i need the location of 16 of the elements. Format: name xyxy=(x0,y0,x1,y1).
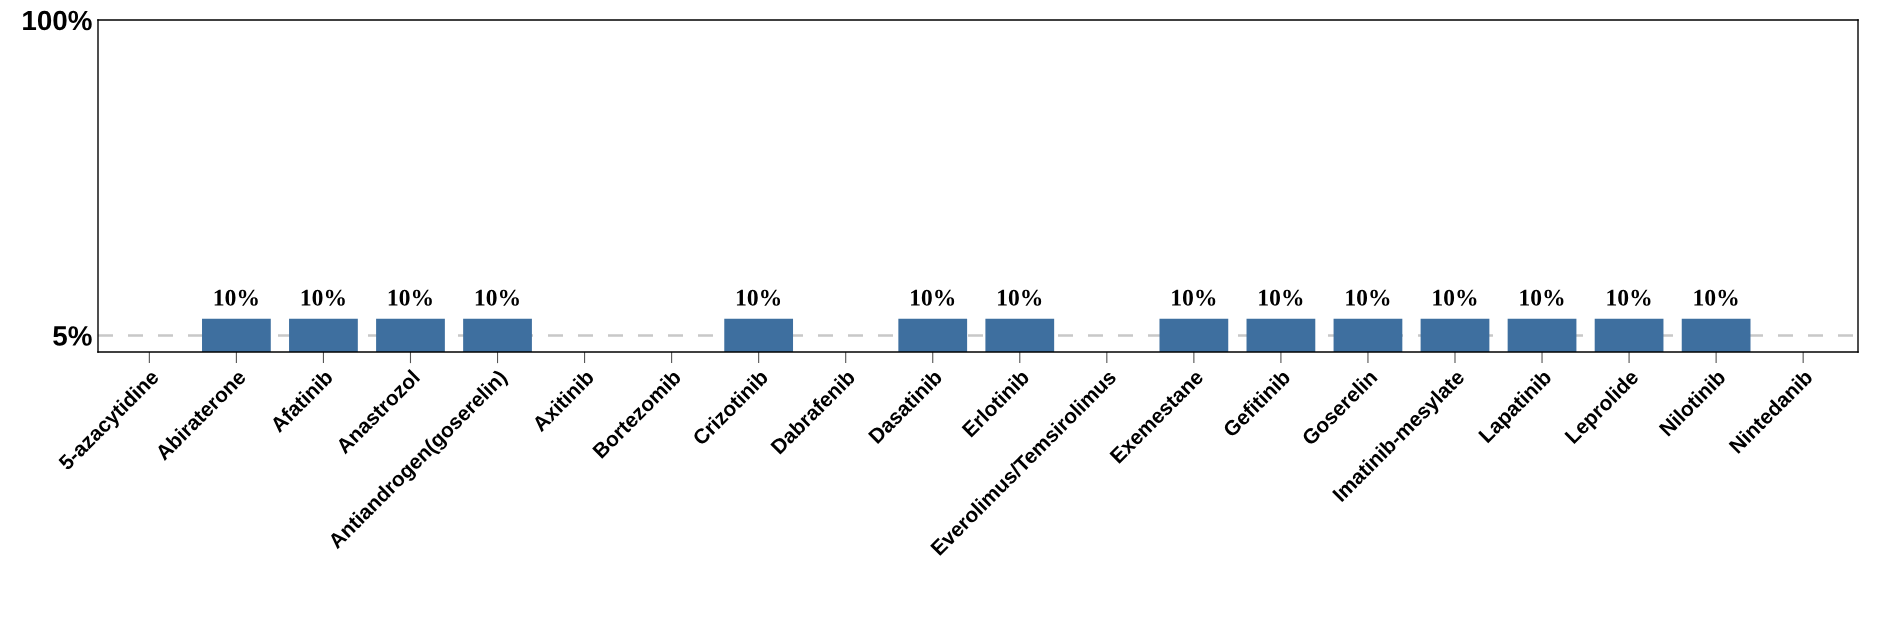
data-label: 10% xyxy=(475,289,519,306)
data-label: 10% xyxy=(1172,289,1216,306)
data-label: 10% xyxy=(1607,289,1651,306)
data-label: 10% xyxy=(1346,289,1390,306)
data-label: 10% xyxy=(998,289,1042,306)
y-tick-label: 5% xyxy=(53,326,92,346)
data-label: 10% xyxy=(1520,289,1564,306)
data-label: 10% xyxy=(1259,289,1303,306)
data-label: 10% xyxy=(1433,289,1477,306)
data-label: 10% xyxy=(214,289,258,306)
y-tick-label: 100% xyxy=(23,10,92,31)
data-label: 10% xyxy=(736,289,781,306)
data-label: 10% xyxy=(301,289,345,306)
data-label: 10% xyxy=(388,289,432,306)
data-label: 10% xyxy=(1694,289,1738,306)
data-label: 10% xyxy=(911,289,955,306)
